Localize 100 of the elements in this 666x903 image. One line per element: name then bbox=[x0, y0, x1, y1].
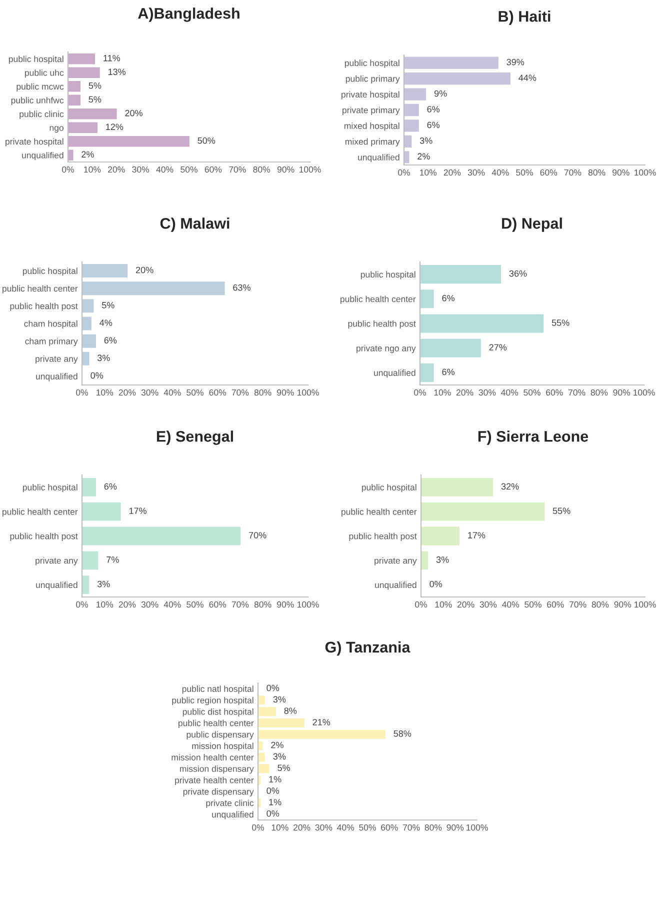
data-label: 21% bbox=[312, 718, 330, 726]
x-tick-label: 10% bbox=[435, 601, 452, 608]
x-tick-label: 100% bbox=[634, 169, 656, 176]
y-tick-label: private any bbox=[374, 557, 417, 566]
bar bbox=[82, 334, 96, 348]
data-label: 9% bbox=[434, 90, 447, 97]
data-label: 5% bbox=[88, 82, 102, 89]
data-label: 0% bbox=[90, 372, 104, 379]
y-tick-label: private health center bbox=[175, 776, 254, 786]
bar bbox=[421, 502, 545, 521]
x-tick-label: 30% bbox=[141, 601, 158, 608]
data-label: 55% bbox=[552, 508, 570, 514]
data-label: 8% bbox=[284, 708, 297, 714]
data-label: 39% bbox=[506, 58, 524, 66]
bar bbox=[82, 264, 128, 278]
bar bbox=[258, 764, 270, 774]
bar bbox=[82, 299, 94, 313]
x-tick-label: 30% bbox=[468, 169, 485, 176]
y-tick-label: public health post bbox=[349, 532, 417, 541]
x-tick-label: 30% bbox=[478, 389, 496, 396]
bar bbox=[68, 94, 81, 106]
y-tick-label: unqualified bbox=[22, 152, 64, 160]
y-tick-label: public primary bbox=[346, 75, 400, 84]
y-tick-label: public hospital bbox=[362, 484, 416, 492]
data-label: 0% bbox=[266, 810, 280, 817]
data-label: 3% bbox=[436, 556, 449, 563]
bar bbox=[258, 707, 276, 716]
bar bbox=[68, 122, 98, 133]
bar bbox=[404, 120, 419, 132]
bar bbox=[82, 576, 90, 594]
x-tick-label: 40% bbox=[492, 169, 509, 176]
bar bbox=[258, 696, 265, 705]
y-tick-label: unqualified bbox=[36, 373, 78, 382]
x-tick-label: 70% bbox=[232, 389, 249, 396]
bar bbox=[82, 502, 121, 521]
bar bbox=[258, 741, 263, 750]
data-label: 1% bbox=[269, 798, 282, 806]
y-tick-label: public region hospital bbox=[172, 696, 254, 706]
x-tick-label: 50% bbox=[186, 389, 204, 396]
data-label: 7% bbox=[106, 556, 119, 563]
y-tick-label: private any bbox=[36, 557, 78, 566]
x-tick-label: 60% bbox=[381, 824, 398, 831]
x-tick-label: 40% bbox=[164, 389, 181, 396]
chart-title: E) Senegal bbox=[156, 430, 233, 445]
x-tick-label: 10% bbox=[272, 824, 288, 831]
data-label: 58% bbox=[394, 730, 412, 737]
x-tick-label: 100% bbox=[297, 601, 319, 608]
x-tick-label: 100% bbox=[297, 389, 319, 396]
bar bbox=[420, 363, 434, 382]
data-label: 12% bbox=[106, 124, 124, 130]
bar bbox=[404, 72, 510, 85]
bar bbox=[68, 150, 74, 160]
data-label: 6% bbox=[442, 294, 454, 302]
bar bbox=[421, 551, 428, 570]
data-label: 27% bbox=[489, 344, 507, 350]
data-label: 2% bbox=[82, 151, 94, 158]
x-tick-label: 60% bbox=[209, 389, 226, 396]
bar bbox=[258, 730, 386, 739]
bar bbox=[68, 54, 96, 64]
x-tick-label: 70% bbox=[564, 169, 582, 176]
x-tick-label: 50% bbox=[524, 601, 542, 608]
bar bbox=[68, 108, 117, 120]
bar bbox=[82, 316, 92, 330]
bar bbox=[404, 135, 412, 148]
y-tick-label: unqualified bbox=[375, 582, 416, 590]
x-tick-label: 70% bbox=[229, 166, 246, 173]
x-tick-label: 80% bbox=[254, 601, 272, 608]
x-tick-label: 60% bbox=[546, 389, 563, 396]
chart-title: D) Nepal bbox=[502, 218, 562, 232]
x-tick-label: 50% bbox=[186, 601, 204, 608]
x-tick-label: 70% bbox=[402, 824, 420, 831]
y-tick-label: public health post bbox=[10, 302, 78, 311]
bar bbox=[82, 282, 225, 296]
y-tick-label: unqualified bbox=[212, 811, 254, 820]
y-tick-label: private ngo any bbox=[356, 344, 416, 354]
x-tick-label: 100% bbox=[634, 601, 656, 608]
x-tick-label: 60% bbox=[204, 166, 222, 173]
x-tick-label: 80% bbox=[588, 169, 606, 176]
y-tick-label: public health center bbox=[2, 508, 78, 517]
x-tick-label: 10% bbox=[96, 389, 114, 396]
y-tick-label: public health center bbox=[2, 285, 78, 294]
data-label: 20% bbox=[125, 110, 142, 116]
x-tick-label: 30% bbox=[315, 824, 332, 831]
bar bbox=[68, 67, 100, 78]
y-tick-label: public clinic bbox=[20, 110, 64, 119]
y-tick-label: private hospital bbox=[342, 91, 400, 100]
y-tick-label: public unhfwc bbox=[11, 96, 64, 106]
data-label: 6% bbox=[442, 368, 454, 376]
data-label: 5% bbox=[278, 764, 290, 772]
chart-title: F) Sierra Leone bbox=[478, 430, 588, 445]
bar bbox=[68, 81, 81, 92]
x-tick-label: 70% bbox=[569, 601, 586, 608]
y-tick-label: public health center bbox=[340, 296, 416, 304]
data-label: 13% bbox=[108, 68, 126, 76]
x-tick-label: 50% bbox=[180, 166, 198, 173]
x-tick-label: 40% bbox=[501, 389, 518, 396]
bar bbox=[404, 56, 498, 69]
x-tick-label: 90% bbox=[446, 824, 464, 831]
x-tick-label: 10% bbox=[434, 389, 451, 396]
chart-title: C) Malawi bbox=[160, 218, 230, 232]
